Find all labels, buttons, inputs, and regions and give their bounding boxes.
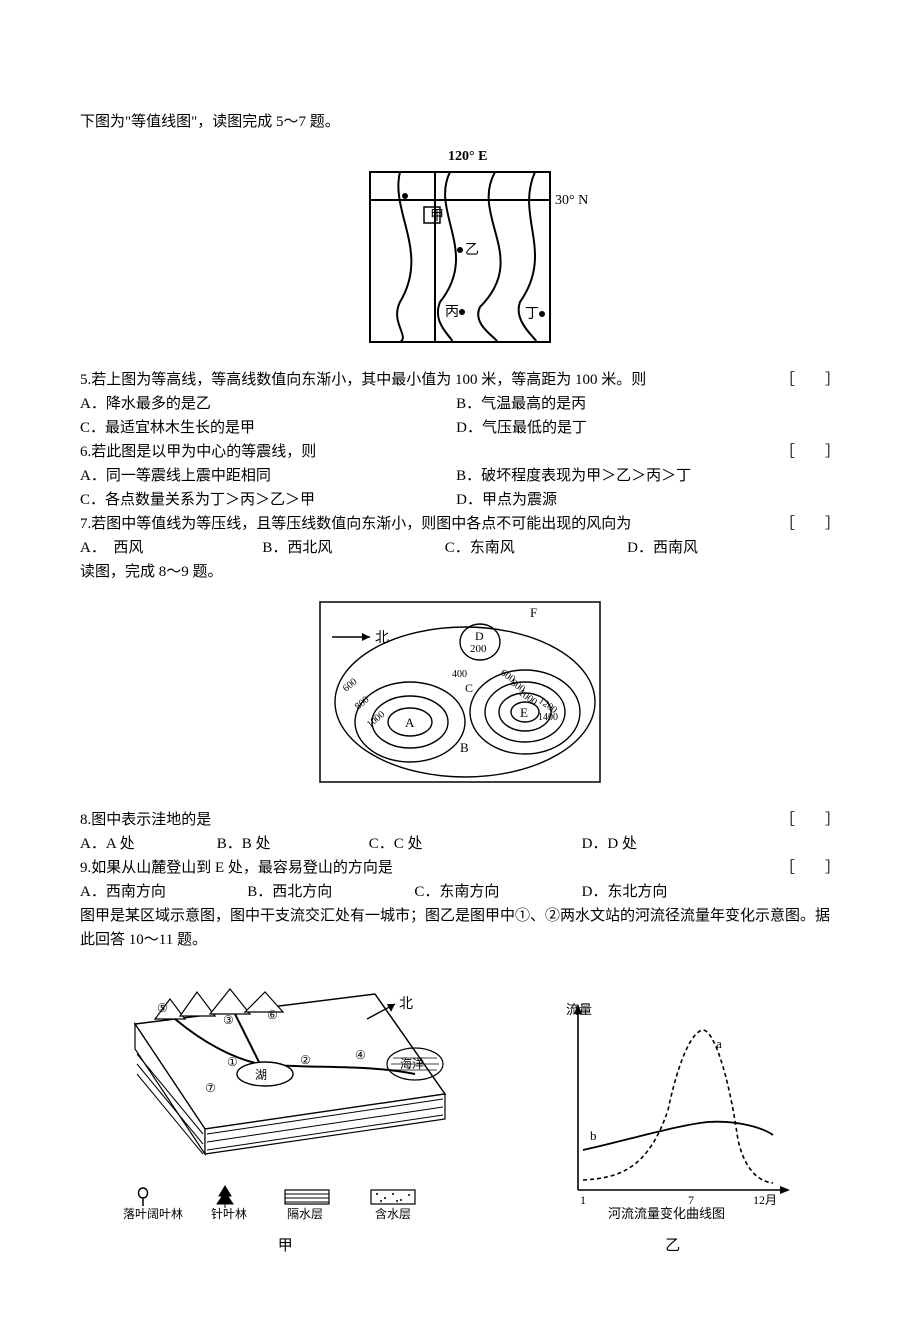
q6-optD: D．甲点为震源 xyxy=(456,488,828,512)
fig1-120E: 120° E xyxy=(448,149,487,164)
fig3-n5: ⑤ xyxy=(157,1001,168,1015)
q9-optD: D．东北方向 xyxy=(582,880,749,904)
q5-optD: D．气压最低的是丁 xyxy=(456,416,828,440)
fig3-legend-aquifer: 含水层 xyxy=(375,1206,411,1220)
fig3-n6: ⑥ xyxy=(267,1008,278,1022)
fig4-caption: 乙 xyxy=(506,1234,840,1258)
fig3-n3: ③ xyxy=(223,1013,234,1027)
q9-optA: A．西南方向 xyxy=(80,880,247,904)
fig4-a: a xyxy=(716,1036,722,1051)
fig2-v800a: 800 xyxy=(353,694,372,712)
q8-optA: A．A 处 xyxy=(80,832,217,856)
fig3-north: 北 xyxy=(399,996,413,1012)
fig3-caption: 甲 xyxy=(80,1234,490,1258)
q9-optB: B．西北方向 xyxy=(247,880,414,904)
q6-bracket: ［ ］ xyxy=(780,440,840,464)
fig3-n7: ⑦ xyxy=(205,1081,216,1095)
fig4-x1: 1 xyxy=(580,1193,586,1207)
q7-bracket: ［ ］ xyxy=(780,512,840,536)
fig2-C: C xyxy=(465,681,473,695)
fig4-x7: 7 xyxy=(688,1193,694,1207)
q9-bracket: ［ ］ xyxy=(780,856,840,880)
q6-stem: 6.若此图是以甲为中心的等震线，则 xyxy=(80,440,780,464)
q5-optA: A．降水最多的是乙 xyxy=(80,392,452,416)
intro-q10-11: 图甲是某区域示意图，图中干支流交汇处有一城市；图乙是图甲中①、②两水文站的河流径… xyxy=(80,904,840,952)
q6-optC: C．各点数量关系为丁＞丙＞乙＞甲 xyxy=(80,488,452,512)
fig1-30N: 30° N xyxy=(555,193,588,208)
fig1-yi: 乙 xyxy=(465,242,479,258)
fig2-B: B xyxy=(460,740,469,755)
q7-optD: D．西南风 xyxy=(627,536,809,560)
fig4-x12: 12月 xyxy=(753,1193,777,1207)
q6-optA: A．同一等震线上震中距相同 xyxy=(80,464,452,488)
fig3-n4: ④ xyxy=(355,1048,366,1062)
fig2-F: F xyxy=(530,605,537,620)
intro-q5-7: 下图为"等值线图"，读图完成 5～7 题。 xyxy=(80,110,840,134)
fig4-caption-top: 河流流量变化曲线图 xyxy=(608,1206,725,1220)
q8-bracket: ［ ］ xyxy=(780,808,840,832)
fig2-E: E xyxy=(520,705,528,720)
fig2-A: A xyxy=(405,715,415,730)
q7-optC: C．东南风 xyxy=(445,536,627,560)
fig2-v1000a: 1000 xyxy=(365,709,387,730)
fig2-v600a: 600 xyxy=(341,676,360,694)
figure-3-region-map: 北 湖 海洋 ① ② ③ ④ xyxy=(80,964,490,1258)
figure-4-runoff-chart: 流量 a b 1 7 12月 河流流量变化曲线图 乙 xyxy=(506,1000,840,1258)
q7-stem: 7.若图中等值线为等压线，且等压线数值向东渐小，则图中各点不可能出现的风向为 xyxy=(80,512,780,536)
fig3-n2: ② xyxy=(300,1053,311,1067)
fig1-bing: 丙 xyxy=(445,305,459,320)
fig4-ylabel: 流量 xyxy=(566,1002,592,1017)
fig3-legend-deciduous: 落叶阔叶林 xyxy=(123,1207,183,1220)
fig3-legend-aquiclude: 隔水层 xyxy=(287,1207,323,1220)
q8-optD: D．D 处 xyxy=(582,832,764,856)
q5-bracket: ［ ］ xyxy=(780,368,840,392)
q7-optB: B．西北风 xyxy=(262,536,444,560)
fig2-D200: 200 xyxy=(470,643,487,655)
figure-1-contour-map: 120° E 30° N 甲 乙 丙 丁 xyxy=(80,142,840,360)
q8-optC: C．C 处 xyxy=(369,832,582,856)
q9-stem: 9.如果从山麓登山到 E 处，最容易登山的方向是 xyxy=(80,856,780,880)
fig2-v400: 400 xyxy=(452,669,467,680)
figure-2-topo-map: 北 A E D 200 F C B 600 800 xyxy=(80,592,840,800)
fig3-n1: ① xyxy=(227,1055,238,1069)
q5-optB: B．气温最高的是丙 xyxy=(456,392,828,416)
fig3-lake: 湖 xyxy=(255,1067,267,1082)
q5-stem: 5.若上图为等高线，等高线数值向东渐小，其中最小值为 100 米，等高距为 10… xyxy=(80,368,780,392)
q8-stem: 8.图中表示洼地的是 xyxy=(80,808,780,832)
q5-optC: C．最适宜林木生长的是甲 xyxy=(80,416,452,440)
fig2-D: D xyxy=(475,629,484,643)
q7-optA: A． 西风 xyxy=(80,536,262,560)
q9-optC: C．东南方向 xyxy=(414,880,581,904)
fig1-ding: 丁 xyxy=(525,307,539,322)
fig3-ocean: 海洋 xyxy=(400,1056,424,1071)
fig2-v1400: 1400 xyxy=(538,712,558,723)
fig3-legend-conifer: 针叶林 xyxy=(211,1206,247,1220)
q8-optB: B．B 处 xyxy=(217,832,369,856)
q6-optB: B．破坏程度表现为甲＞乙＞丙＞丁 xyxy=(456,464,828,488)
intro-q8-9: 读图，完成 8～9 题。 xyxy=(80,560,840,584)
fig1-jia: 甲 xyxy=(430,209,444,224)
fig4-b: b xyxy=(590,1128,597,1143)
